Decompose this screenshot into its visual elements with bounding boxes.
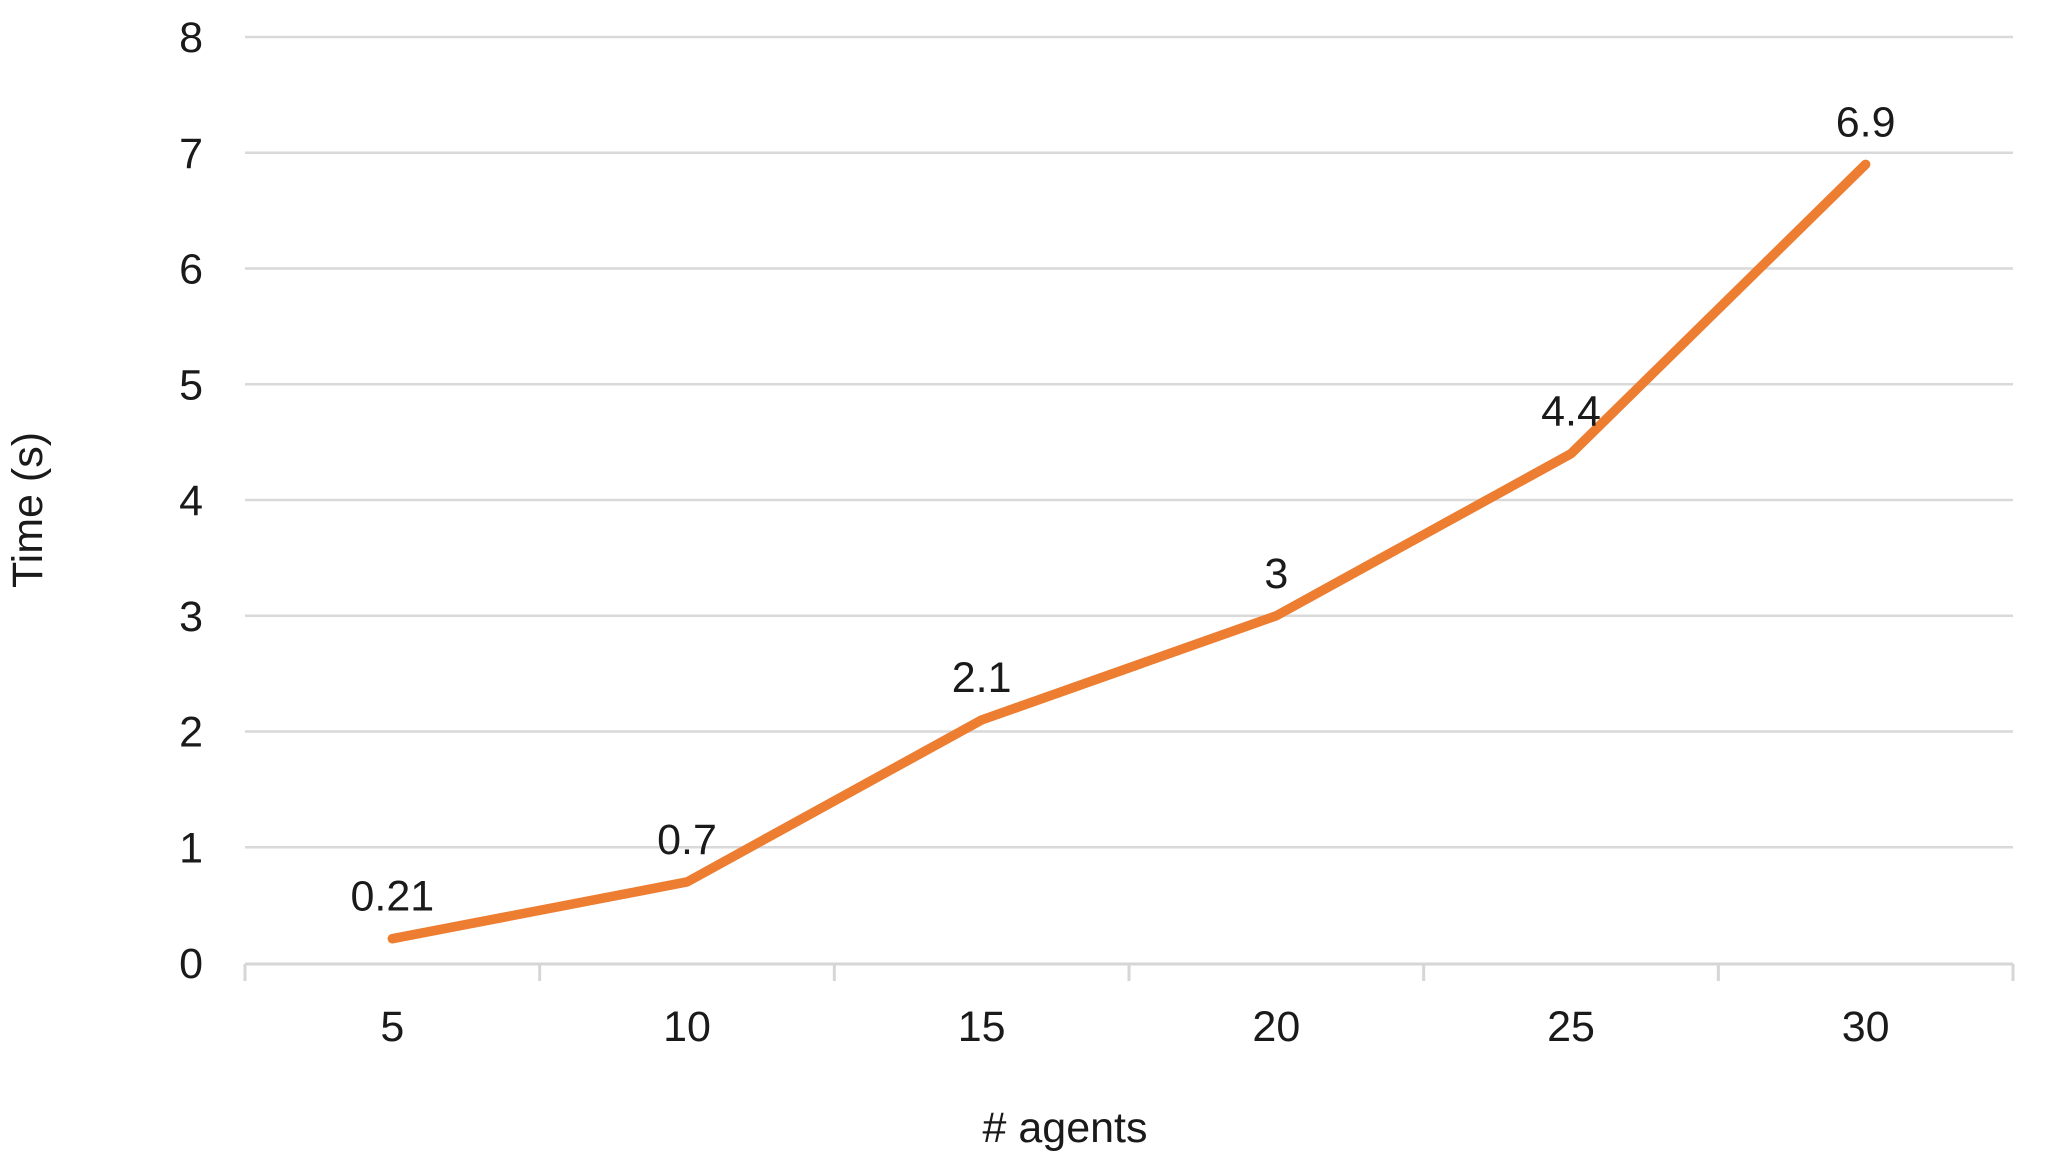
y-tick-label: 4 — [179, 477, 203, 525]
data-label: 6.9 — [1836, 98, 1896, 146]
series-group — [387, 159, 1871, 944]
y-tick-label: 8 — [179, 14, 203, 62]
axis-group — [243, 962, 2015, 981]
y-tick-label: 2 — [179, 709, 203, 757]
y-axis-title: Time (s) — [4, 432, 52, 588]
data-label: 2.1 — [952, 654, 1012, 702]
x-tick-label: 20 — [1252, 1003, 1300, 1051]
data-label: 0.21 — [350, 873, 434, 921]
x-tick-label: 5 — [380, 1003, 404, 1051]
series-line — [387, 159, 1871, 944]
y-tick-label: 0 — [179, 940, 203, 988]
data-label: 0.7 — [657, 816, 717, 864]
y-tick-label: 1 — [179, 824, 203, 872]
y-tick-label: 6 — [179, 246, 203, 294]
y-tick-label: 3 — [179, 593, 203, 641]
y-tick-label: 7 — [179, 130, 203, 178]
data-labels-group: 0.21 0.7 2.1 3 4.4 6.9 — [350, 98, 1895, 920]
gridlines-group — [245, 35, 2013, 849]
y-tick-label: 5 — [179, 361, 203, 409]
y-tick-labels-group: 0 1 2 3 4 5 6 7 8 — [179, 14, 203, 988]
x-axis-title: # agents — [983, 1104, 1148, 1152]
x-tick-labels-group: 5 10 15 20 25 30 — [380, 1003, 1889, 1051]
x-tick-label: 25 — [1547, 1003, 1595, 1051]
x-tick-label: 15 — [958, 1003, 1006, 1051]
x-tick-label: 30 — [1842, 1003, 1890, 1051]
data-label: 4.4 — [1541, 388, 1601, 436]
x-tick-label: 10 — [663, 1003, 711, 1051]
data-label: 3 — [1264, 550, 1288, 598]
